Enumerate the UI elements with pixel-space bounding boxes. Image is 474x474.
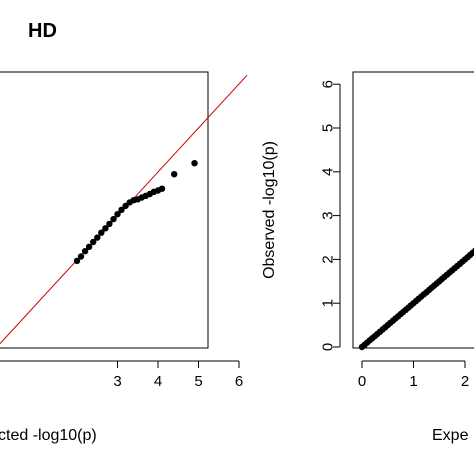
panel-title-hd: HD	[28, 20, 57, 42]
x-tick-label: 2	[461, 373, 469, 390]
x-axis-label-hd: cted -log10(p)	[0, 427, 97, 444]
points-group-right	[358, 247, 474, 351]
y-tick-label: 2	[320, 255, 337, 263]
y-tick-label: 6	[320, 80, 337, 88]
data-point	[94, 234, 101, 241]
y-tick-label: 1	[320, 299, 337, 307]
x-tick-label: 3	[113, 373, 121, 390]
y-tick-label: 0	[320, 343, 337, 351]
y-tick-label: 5	[320, 124, 337, 132]
x-tick-label: 5	[194, 373, 202, 390]
data-point	[85, 243, 93, 250]
data-point	[171, 171, 178, 178]
qq-plot-panel-right: 0 1 2 0 1 2 3 4 5 6 Observed -log10(p) Expe	[261, 71, 474, 444]
data-point	[118, 206, 125, 213]
x-axis-label-right: Expe	[432, 427, 469, 444]
points-group-hd	[73, 160, 198, 265]
y-axis-right: 0 1 2 3 4 5 6	[320, 80, 341, 351]
data-point	[90, 238, 97, 246]
data-point	[73, 257, 81, 265]
data-point	[158, 185, 166, 192]
data-point	[98, 229, 105, 236]
data-point	[81, 248, 89, 255]
x-tick-label: 6	[235, 373, 243, 390]
y-axis-label-right: Observed -log10(p)	[261, 141, 278, 279]
x-axis-right: 0 1 2	[358, 360, 469, 390]
data-point	[77, 253, 85, 260]
reference-line-right	[361, 251, 474, 348]
data-point	[106, 220, 113, 228]
plot-frame-hd	[0, 71, 209, 349]
data-point	[110, 215, 117, 223]
x-tick-label: 0	[358, 373, 366, 390]
y-tick-label: 4	[320, 168, 337, 176]
data-point	[102, 225, 109, 232]
y-tick-label: 3	[320, 211, 337, 219]
data-point	[191, 160, 198, 167]
qq-plot-panel-hd: HD 3 4 5 6 cted -log10(p)	[0, 20, 248, 444]
plot-frame-right	[352, 71, 474, 349]
data-point	[114, 211, 121, 218]
x-axis-hd: 3 4 5 6	[0, 360, 243, 390]
x-tick-label: 1	[409, 373, 417, 390]
x-tick-label: 4	[154, 373, 162, 390]
